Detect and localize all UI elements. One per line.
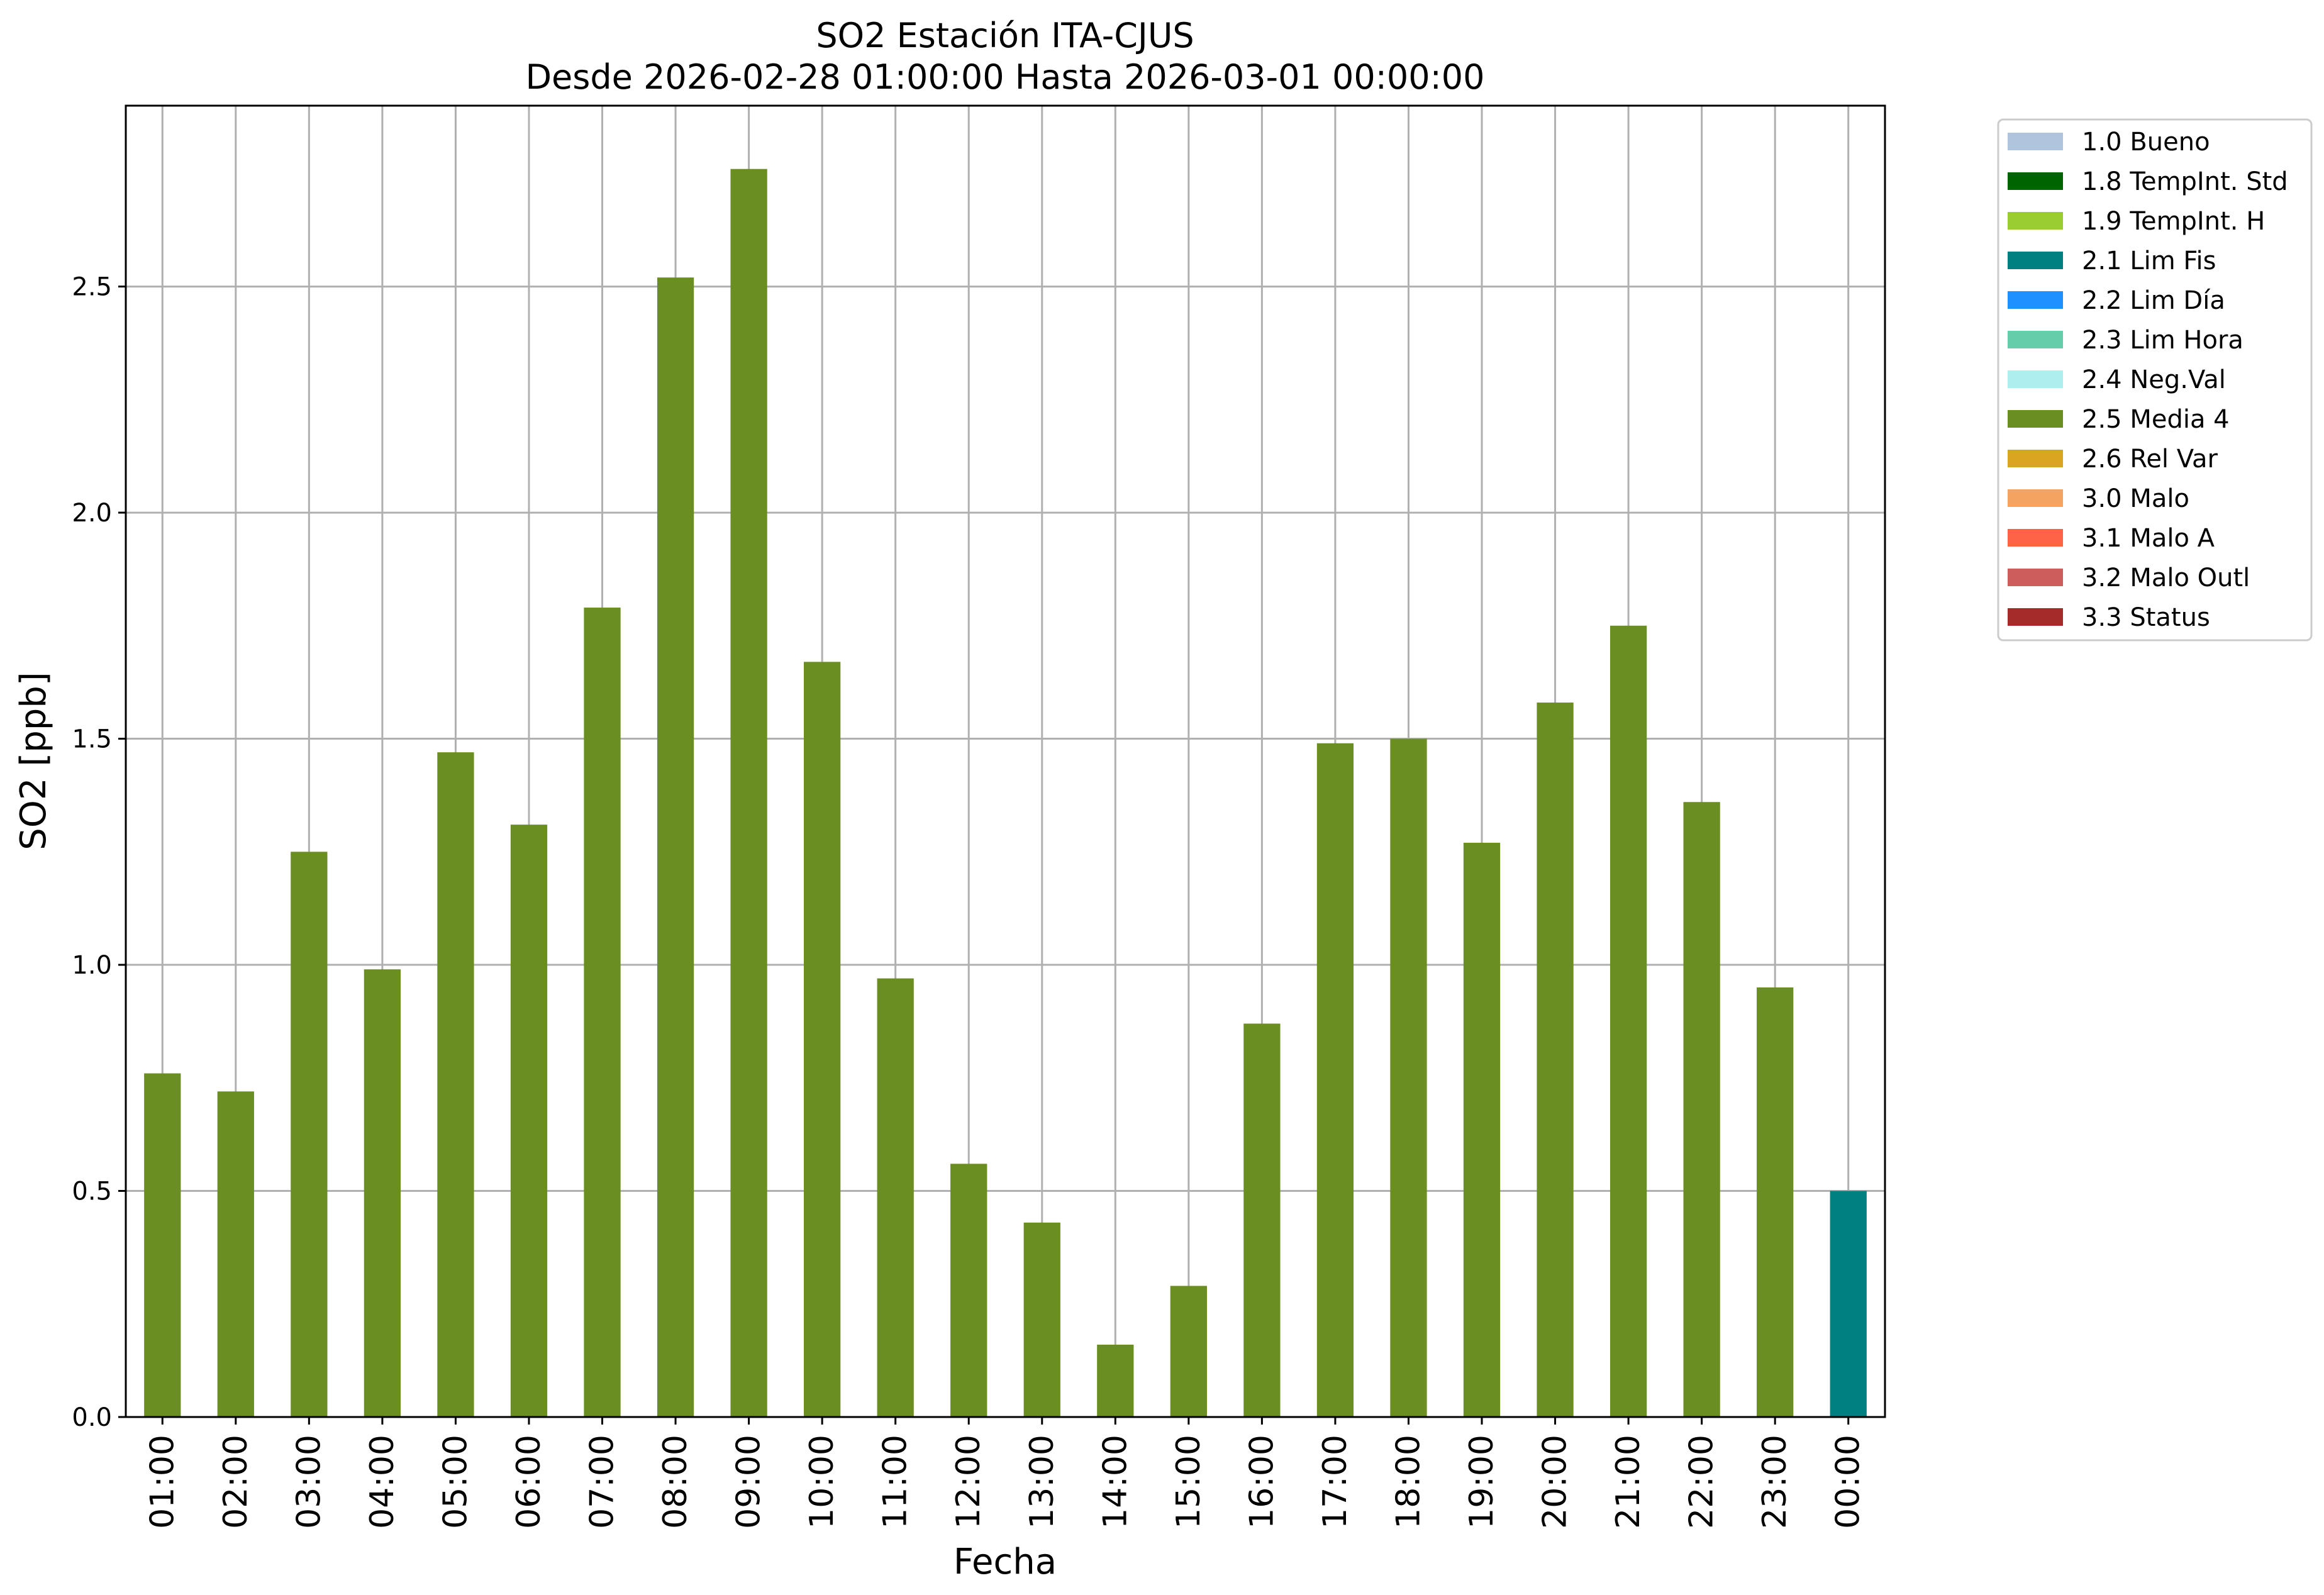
legend-swatch — [2008, 489, 2063, 507]
bar-2200 — [1683, 802, 1720, 1417]
legend: 1.0 Bueno 1.8 TempInt. Std 1.9 TempInt. H 2… — [1997, 118, 2313, 642]
chart-title: SO2 Estación ITA-CJUS — [816, 16, 1194, 55]
x-tick-label: 21:00 — [1610, 1435, 1647, 1529]
bar-0100 — [144, 1073, 181, 1417]
x-tick-label: 12:00 — [950, 1435, 987, 1529]
x-tick-label: 22:00 — [1683, 1435, 1721, 1529]
legend-swatch — [2008, 370, 2063, 388]
legend-swatch — [2008, 450, 2063, 467]
legend-label: 2.1 Lim Fis — [2082, 247, 2216, 275]
legend-label: 3.2 Malo Outl — [2082, 564, 2250, 592]
legend-swatch — [2008, 331, 2063, 348]
chart-subtitle: Desde 2026-02-28 01:00:00 Hasta 2026-03-… — [525, 57, 1484, 97]
legend-label: 1.8 TempInt. Std — [2082, 167, 2288, 196]
x-tick-label: 06:00 — [510, 1435, 548, 1529]
x-tick-label: 07:00 — [584, 1435, 621, 1529]
legend-label: 1.0 Bueno — [2082, 128, 2210, 157]
legend-swatch — [2008, 133, 2063, 150]
legend-swatch — [2008, 291, 2063, 309]
legend-label: 3.3 Status — [2082, 603, 2210, 632]
bar-0200 — [217, 1091, 254, 1417]
x-tick-label: 04:00 — [364, 1435, 401, 1529]
bar-0800 — [657, 277, 694, 1417]
bar-0300 — [291, 852, 328, 1417]
x-tick-label: 00:00 — [1830, 1435, 1867, 1529]
x-tick-label: 08:00 — [657, 1435, 694, 1529]
bar-1700 — [1316, 743, 1354, 1417]
legend-swatch — [2008, 212, 2063, 230]
bar-1600 — [1243, 1023, 1281, 1417]
legend-frame — [1997, 118, 2313, 642]
legend-swatch — [2008, 608, 2063, 626]
bar-0700 — [584, 608, 621, 1417]
bar-1400 — [1097, 1344, 1134, 1417]
legend-swatch — [2008, 172, 2063, 190]
bar-1300 — [1023, 1222, 1060, 1417]
x-tick-label: 20:00 — [1537, 1435, 1574, 1529]
y-tick-label: 1.5 — [72, 725, 112, 754]
x-tick-label: 13:00 — [1023, 1435, 1061, 1529]
bar-1100 — [877, 978, 914, 1417]
legend-label: 2.5 Media 4 — [2082, 405, 2230, 434]
bar-1200 — [950, 1164, 987, 1417]
bars — [144, 169, 1867, 1418]
x-tick-label: 01:00 — [143, 1435, 181, 1529]
bar-2100 — [1610, 625, 1647, 1418]
x-tick-label: 09:00 — [730, 1435, 768, 1529]
bar-2300 — [1757, 987, 1794, 1417]
y-tick-label: 0.5 — [72, 1177, 112, 1206]
legend-label: 3.0 Malo — [2082, 484, 2189, 513]
x-tick-label: 11:00 — [877, 1435, 915, 1529]
bar-0500 — [437, 752, 474, 1417]
bar-1900 — [1463, 842, 1501, 1417]
legend-swatch — [2008, 410, 2063, 428]
x-axis-label: Fecha — [954, 1542, 1057, 1582]
x-tick-label: 15:00 — [1170, 1435, 1208, 1529]
x-tick-label: 18:00 — [1389, 1435, 1427, 1529]
legend-entries: 1.0 Bueno 1.8 TempInt. Std 1.9 TempInt. H 2… — [2008, 128, 2288, 632]
legend-label: 2.4 Neg.Val — [2082, 365, 2226, 394]
x-tick-label: 14:00 — [1096, 1435, 1134, 1529]
x-tick-label: 05:00 — [436, 1435, 474, 1529]
x-tick-label: 16:00 — [1243, 1435, 1281, 1529]
legend-label: 2.6 Rel Var — [2082, 445, 2218, 474]
legend-swatch — [2008, 529, 2063, 547]
bar-2000 — [1537, 703, 1574, 1417]
x-tick-label: 03:00 — [290, 1435, 328, 1529]
x-tick-label: 17:00 — [1316, 1435, 1354, 1529]
legend-swatch — [2008, 252, 2063, 269]
bar-1800 — [1390, 738, 1427, 1417]
x-axis-ticks: 01:00 02:00 03:00 04:00 05:00 06:00 07:00 08:00… — [143, 1417, 1867, 1529]
bar-0600 — [510, 825, 548, 1417]
legend-label: 2.3 Lim Hora — [2082, 326, 2243, 355]
bar-0900 — [730, 169, 767, 1418]
bar-0400 — [364, 969, 401, 1417]
bar-1000 — [804, 662, 841, 1417]
bar-0000 — [1830, 1191, 1867, 1417]
x-tick-label: 10:00 — [803, 1435, 841, 1529]
y-tick-label: 2.5 — [72, 273, 112, 302]
bar-1500 — [1170, 1286, 1207, 1417]
y-tick-label: 1.0 — [72, 951, 112, 980]
legend-label: 3.1 Malo A — [2082, 524, 2215, 553]
y-axis-label: SO2 [ppb] — [13, 672, 54, 850]
x-tick-label: 23:00 — [1756, 1435, 1794, 1529]
x-tick-label: 02:00 — [217, 1435, 255, 1529]
legend-swatch — [2008, 569, 2063, 586]
y-tick-label: 2.0 — [72, 499, 112, 528]
y-axis-ticks: 0.0 0.5 1.0 1.5 2.0 2.5 — [72, 273, 126, 1432]
plot-area-frame — [125, 104, 1886, 1418]
legend-label: 2.2 Lim Día — [2082, 286, 2225, 315]
x-tick-label: 19:00 — [1463, 1435, 1501, 1529]
y-tick-label: 0.0 — [72, 1403, 112, 1432]
legend-label: 1.9 TempInt. H — [2082, 207, 2265, 236]
